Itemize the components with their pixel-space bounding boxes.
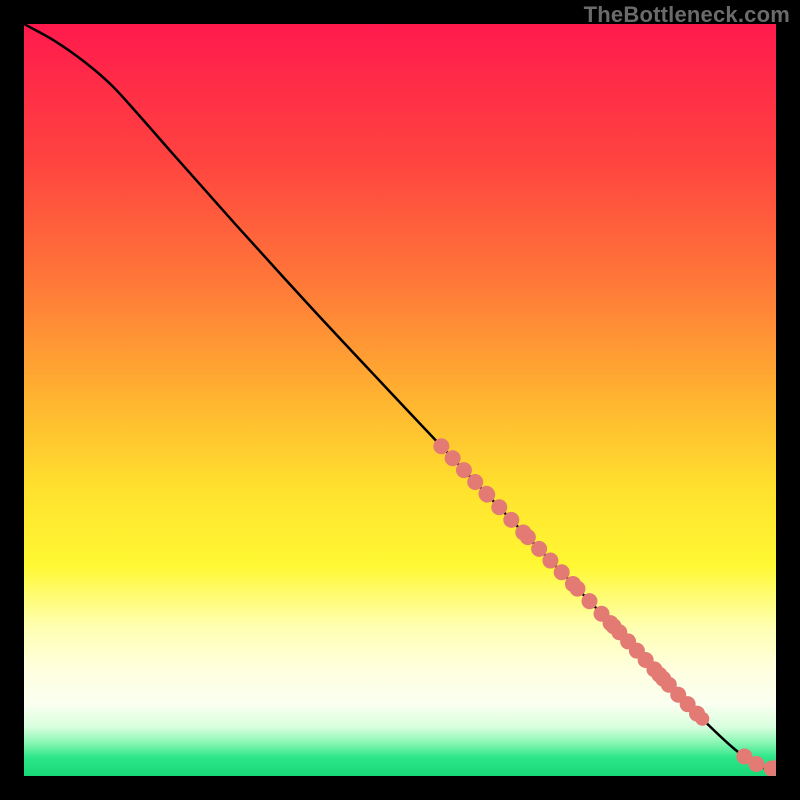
marker-point xyxy=(554,564,570,580)
marker-point xyxy=(542,553,558,569)
marker-point xyxy=(445,450,461,466)
watermark-text: TheBottleneck.com xyxy=(584,2,790,28)
marker-point xyxy=(503,512,519,528)
marker-point xyxy=(491,499,507,515)
marker-point xyxy=(695,712,709,726)
marker-point xyxy=(456,462,472,478)
chart-root: TheBottleneck.com xyxy=(0,0,800,800)
marker-point xyxy=(467,474,483,490)
plot-background-gradient xyxy=(24,24,776,776)
marker-point xyxy=(582,593,598,609)
bottleneck-chart xyxy=(0,0,800,800)
marker-point xyxy=(433,438,449,454)
marker-point xyxy=(748,756,764,772)
marker-point xyxy=(531,541,547,557)
marker-point xyxy=(680,697,694,711)
marker-point xyxy=(520,529,536,545)
marker-point xyxy=(569,581,585,597)
marker-point xyxy=(479,487,495,503)
